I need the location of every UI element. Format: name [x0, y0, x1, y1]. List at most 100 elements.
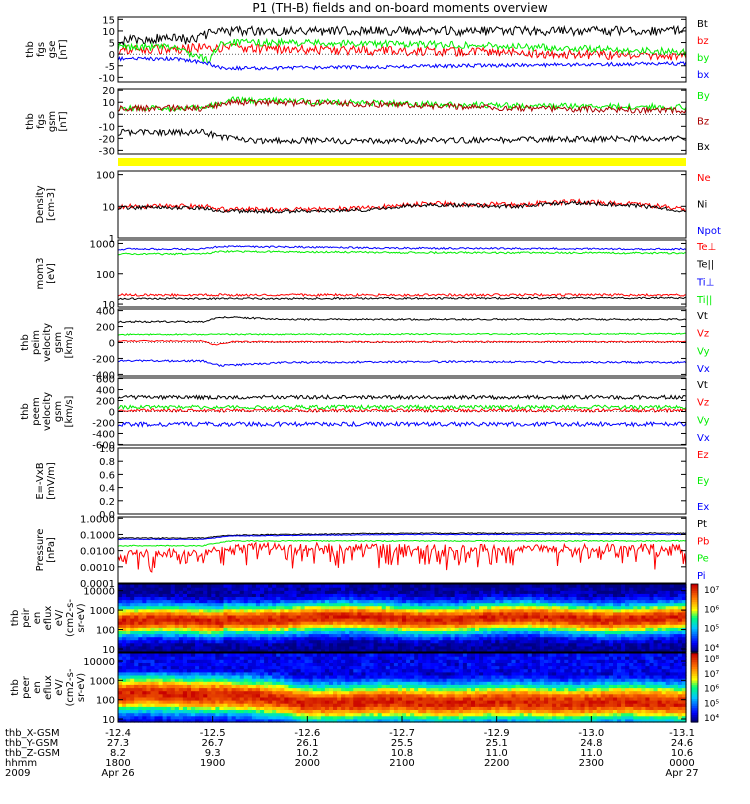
spectrogram-cell — [159, 653, 164, 657]
spectrogram-cell — [585, 584, 590, 588]
spectrogram-cell — [313, 653, 318, 657]
y-tick-label: 400 — [96, 386, 115, 397]
y-tick-label: 10000 — [83, 587, 115, 598]
spectrogram-cell — [211, 684, 216, 688]
spectrogram-cell — [175, 653, 180, 657]
spectrogram-cell — [268, 584, 273, 588]
spectrogram-cell — [207, 659, 212, 663]
spectrogram-cell — [244, 684, 249, 688]
spectrogram-cell — [325, 694, 330, 698]
spectrogram-cell — [207, 703, 212, 707]
spectrogram-cell — [301, 694, 306, 698]
spectrogram-cell — [321, 669, 326, 673]
spectrogram-cell — [159, 659, 164, 663]
spectrogram-cell — [272, 694, 277, 698]
y-tick-label: 0.4 — [99, 484, 115, 495]
spectrogram-cell — [142, 669, 147, 673]
y-tick-label: -30 — [99, 146, 115, 157]
spectrogram-cell — [309, 694, 314, 698]
spectrogram-cell — [183, 669, 188, 673]
spectrogram-cell — [232, 684, 237, 688]
spectrogram-cell — [252, 710, 257, 714]
legend-entry: Ti|| — [696, 295, 712, 306]
spectrogram-cell — [629, 584, 634, 588]
spectrogram-cell — [353, 653, 358, 657]
y-axis-label: eV/ — [54, 609, 65, 626]
spectrogram-cell — [633, 584, 638, 588]
spectrogram-cell — [167, 659, 172, 663]
spectrogram-cell — [357, 669, 362, 673]
spectrogram-cell — [406, 703, 411, 707]
legend-entry: Ey — [697, 476, 709, 487]
spectrogram-cell — [240, 669, 245, 673]
y-axis-label: gsm — [53, 332, 64, 353]
spectrogram-cell — [374, 694, 379, 698]
spectrogram-cell — [276, 653, 281, 657]
spectrogram-cell — [357, 710, 362, 714]
spectrogram-cell — [378, 584, 383, 588]
spectrogram-cell — [317, 653, 322, 657]
spectrogram-cell — [414, 694, 419, 698]
y-axis-label: peim — [31, 330, 42, 355]
spectrogram-cell — [187, 653, 192, 657]
spectrogram-cell — [134, 653, 139, 657]
spectrogram-cell — [297, 669, 302, 673]
spectrogram-cell — [410, 675, 415, 679]
spectrogram-cell — [414, 669, 419, 673]
spectrogram-cell — [146, 694, 151, 698]
spectrogram-cell — [353, 710, 358, 714]
spectrogram-cell — [171, 684, 176, 688]
spectrogram-cell — [284, 710, 289, 714]
spectrogram-cell — [224, 684, 229, 688]
y-axis-label: [km/s] — [64, 326, 75, 358]
spectrogram-cell — [163, 703, 168, 707]
spectrogram-cell — [382, 675, 387, 679]
spectrogram-cell — [199, 675, 204, 679]
y-axis-label: thb — [10, 610, 21, 627]
spectrogram-cell — [203, 675, 208, 679]
spectrogram-cell — [337, 710, 342, 714]
y-axis-label: mom3 — [35, 258, 46, 290]
spectrogram-cell — [410, 710, 415, 714]
spectrogram-cell — [183, 659, 188, 663]
spectrogram-cell — [378, 694, 383, 698]
spectrogram-cell — [313, 675, 318, 679]
spectrogram-cell — [345, 659, 350, 663]
spectrogram-cell — [252, 659, 257, 663]
spectrogram-cell — [167, 669, 172, 673]
spectrogram-cell — [134, 694, 139, 698]
spectrogram-cell — [155, 710, 160, 714]
spectrogram-cell — [678, 584, 683, 588]
spectrogram-cell — [276, 584, 281, 588]
spectrogram-cell — [349, 584, 354, 588]
colorbar-tick-label: 10⁵ — [704, 625, 719, 635]
spectrogram-cell — [309, 710, 314, 714]
spectrogram-cell — [337, 669, 342, 673]
spectrogram-cell — [361, 584, 366, 588]
spectrogram-cell — [349, 694, 354, 698]
spectrogram-cell — [134, 584, 139, 588]
y-tick-label: 1000 — [90, 606, 115, 617]
spectrogram-cell — [333, 659, 338, 663]
spectrogram-cell — [264, 684, 269, 688]
spectrogram-cell — [179, 675, 184, 679]
spectrogram-cell — [199, 684, 204, 688]
spectrogram-cell — [398, 684, 403, 688]
spectrogram-cell — [179, 684, 184, 688]
spectrogram-cell — [293, 669, 298, 673]
spectrogram-cell — [195, 703, 200, 707]
spectrogram-cell — [337, 694, 342, 698]
spectrogram-cell — [386, 653, 391, 657]
y-tick-label: 0.0100 — [80, 547, 115, 558]
spectrogram-cell — [532, 584, 537, 588]
spectrogram-cell — [183, 584, 188, 588]
spectrogram-cell — [134, 703, 139, 707]
spectrogram-cell — [280, 659, 285, 663]
spectrogram-cell — [301, 703, 306, 707]
spectrogram-cell — [357, 584, 362, 588]
spectrogram-cell — [325, 653, 330, 657]
spectrogram-cell — [146, 703, 151, 707]
spectrogram-cell — [666, 584, 671, 588]
spectrogram-cell — [167, 694, 172, 698]
